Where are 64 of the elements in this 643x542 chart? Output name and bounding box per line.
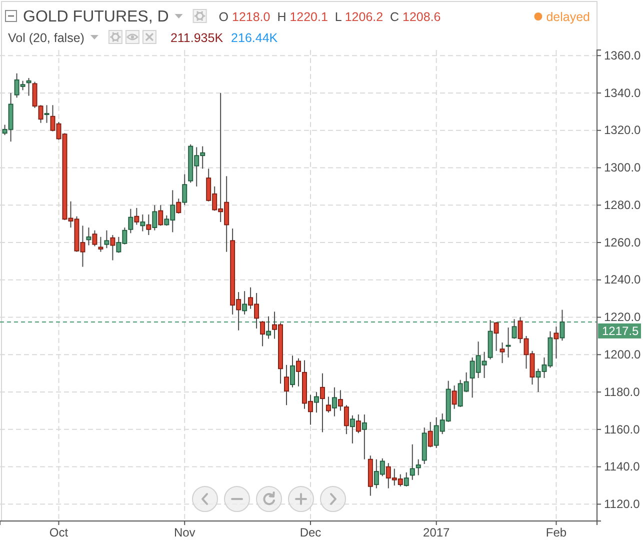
candlestick: [344, 404, 349, 435]
candlestick: [110, 234, 116, 261]
y-tick-label: 1340.0: [604, 86, 642, 100]
candlestick: [416, 458, 421, 476]
candlestick: [44, 104, 50, 124]
candlestick: [176, 198, 182, 214]
text: 216.44K: [231, 31, 278, 45]
candlestick: [560, 309, 565, 342]
y-tick-label: 1280.0: [604, 198, 642, 212]
ref-line-label: 1217.5: [602, 324, 640, 338]
x-tick-label: Oct: [49, 526, 69, 540]
y-tick-label: 1240.0: [604, 272, 642, 287]
x-tick-label: Nov: [174, 526, 196, 540]
text: 211.935K: [170, 31, 224, 45]
candlestick: [260, 320, 266, 347]
candlestick: [506, 327, 511, 358]
candlestick: [314, 392, 319, 414]
candlestick: [158, 204, 164, 226]
y-tick-label: 1300.0: [604, 160, 642, 175]
y-tick-label: 1120.0: [604, 497, 640, 512]
candlestick: [338, 390, 343, 412]
candlestick: [284, 364, 289, 406]
candlestick: [182, 174, 188, 206]
y-tick-label: 1160.0: [604, 422, 640, 436]
candlestick: [26, 78, 32, 96]
y-tick-label: 1320.0: [604, 123, 642, 138]
candlestick: [128, 208, 134, 234]
candlestick: [146, 214, 152, 236]
candlestick: [410, 444, 415, 480]
text: delayed: [546, 10, 590, 24]
candlestick: [332, 386, 337, 417]
candlestick: [326, 396, 331, 414]
candlestick: [554, 326, 559, 359]
x-tick-label: 2017: [423, 526, 450, 540]
y-tick-label: 1200.0: [604, 347, 642, 362]
y-tick-label: 1260.0: [604, 235, 642, 250]
candlestick: [362, 414, 367, 460]
x-tick-label: Feb: [546, 526, 567, 540]
candlestick: [452, 384, 457, 410]
candlestick: [356, 414, 361, 434]
y-tick-label: 1140.0: [604, 460, 640, 474]
candlestick: [152, 204, 158, 231]
candlestick: [104, 230, 110, 249]
candlestick: [92, 230, 98, 247]
candlestick: [86, 227, 92, 246]
candlestick: [290, 355, 295, 388]
candlestick: [500, 342, 505, 364]
candlestick: [428, 421, 433, 448]
y-tick-label: 1220.0: [604, 310, 642, 324]
candlestick: [404, 472, 409, 487]
candlestick: [98, 236, 104, 252]
chart-title: GOLD FUTURES, D: [23, 8, 169, 26]
y-tick-label: 1180.0: [604, 384, 640, 399]
candlestick: [350, 414, 355, 444]
text: Vol (20, false): [8, 31, 84, 45]
candlestick: [494, 321, 499, 352]
candlestick: [242, 290, 248, 315]
x-tick-label: Dec: [300, 526, 322, 540]
candlestick: [296, 358, 301, 387]
candlestick: [140, 214, 146, 232]
y-tick-label: 1360.0: [604, 48, 642, 62]
candlestick: [320, 372, 325, 433]
text: O 1218.0 H 1220.1 L 1206.2 C 1208.6: [218, 10, 441, 24]
candlestick: [134, 207, 140, 226]
